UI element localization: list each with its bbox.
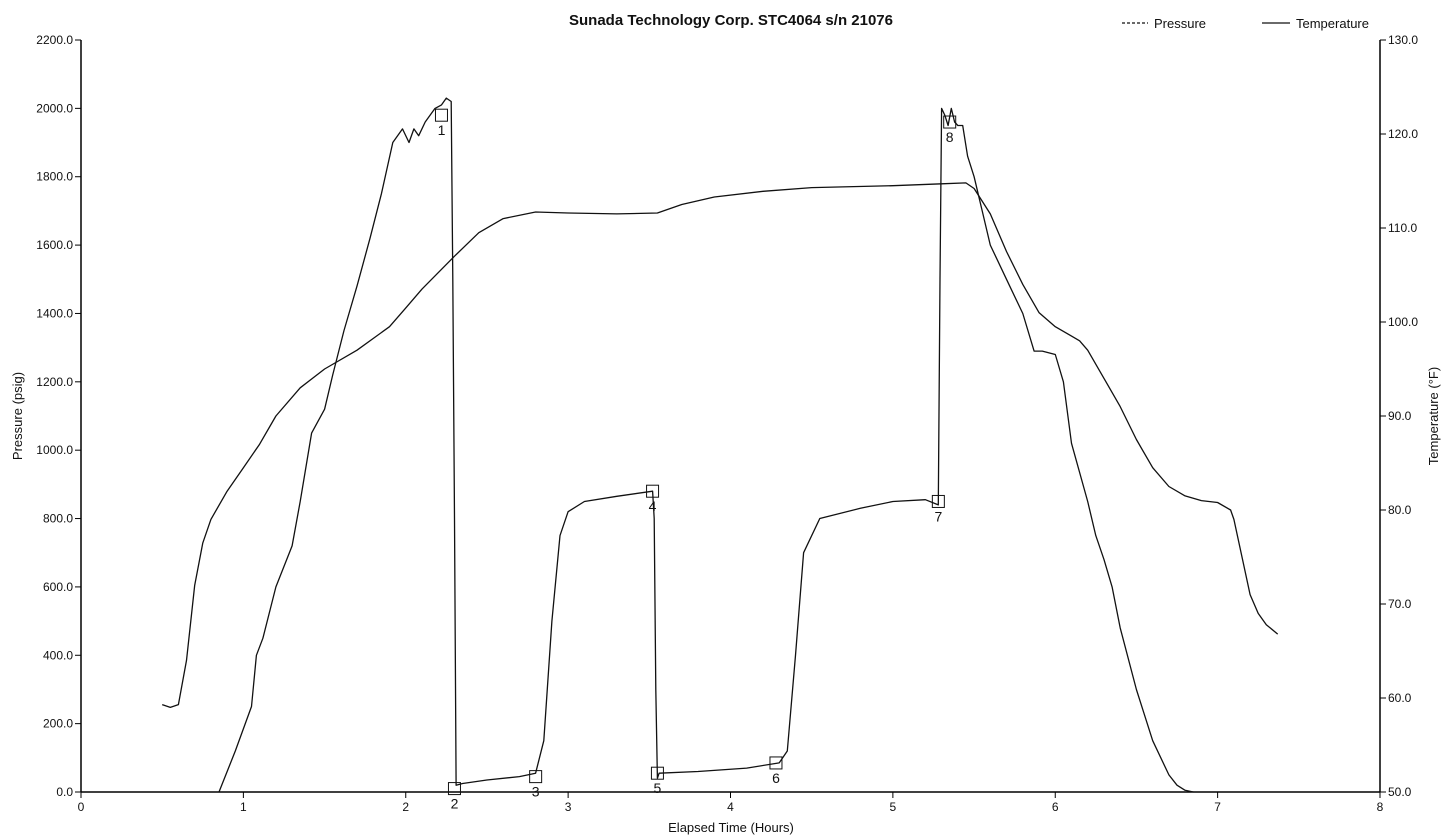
x-tick-label: 8 bbox=[1377, 800, 1384, 814]
left-y-tick-label: 2000.0 bbox=[36, 101, 73, 115]
left-y-tick-label: 1400.0 bbox=[36, 306, 73, 320]
right-y-tick-label: 60.0 bbox=[1388, 691, 1412, 705]
marker-label: 1 bbox=[438, 122, 446, 138]
legend-label: Temperature bbox=[1296, 16, 1369, 31]
pressure-line bbox=[218, 97, 1194, 793]
chart-title: Sunada Technology Corp. STC4064 s/n 2107… bbox=[569, 12, 893, 29]
x-tick-label: 4 bbox=[727, 800, 734, 814]
right-y-tick-label: 130.0 bbox=[1388, 33, 1418, 47]
x-tick-label: 0 bbox=[78, 800, 85, 814]
series-layer bbox=[161, 97, 1279, 793]
marker-box bbox=[769, 756, 783, 770]
x-axis-ticks: 0 1 2 3 4 5 6 7 8 bbox=[78, 792, 1384, 814]
x-tick-label: 5 bbox=[890, 800, 897, 814]
marker-label: 2 bbox=[451, 796, 459, 812]
left-y-tick-label: 1000.0 bbox=[36, 443, 73, 457]
right-y-tick-label: 90.0 bbox=[1388, 409, 1412, 423]
right-y-tick-label: 100.0 bbox=[1388, 315, 1418, 329]
left-y-tick-label: 1600.0 bbox=[36, 238, 73, 252]
x-tick-label: 6 bbox=[1052, 800, 1059, 814]
marker-label: 5 bbox=[654, 780, 662, 796]
left-y-tick-label: 400.0 bbox=[43, 648, 73, 662]
x-axis-title: Elapsed Time (Hours) bbox=[668, 820, 794, 835]
marker-box bbox=[943, 115, 957, 129]
right-y-tick-label: 70.0 bbox=[1388, 597, 1412, 611]
right-y-axis-ticks: 50.0 60.0 70.0 80.0 90.0 100.0 110.0 120.0 130.0 bbox=[1380, 33, 1418, 799]
right-y-tick-label: 80.0 bbox=[1388, 503, 1412, 517]
marker-label: 4 bbox=[649, 498, 657, 514]
marker-box bbox=[646, 484, 660, 498]
right-y-tick-label: 120.0 bbox=[1388, 127, 1418, 141]
left-y-axis-title: Pressure (psig) bbox=[10, 372, 25, 460]
temperature-line bbox=[161, 182, 1279, 709]
x-tick-label: 2 bbox=[402, 800, 409, 814]
right-y-tick-label: 110.0 bbox=[1388, 221, 1417, 235]
legend: Pressure Temperature bbox=[1122, 16, 1369, 31]
x-tick-label: 1 bbox=[240, 800, 247, 814]
left-y-tick-label: 0.0 bbox=[56, 785, 73, 799]
left-y-tick-label: 200.0 bbox=[43, 717, 73, 731]
x-tick-label: 3 bbox=[565, 800, 572, 814]
marker-layer: 1 2 3 4 5 6 7 8 bbox=[434, 108, 957, 812]
marker-label: 6 bbox=[772, 770, 780, 786]
right-y-tick-label: 50.0 bbox=[1388, 785, 1412, 799]
marker-label: 3 bbox=[532, 784, 540, 800]
right-y-axis-title: Temperature (°F) bbox=[1426, 367, 1441, 465]
marker-box bbox=[650, 766, 664, 780]
marker-label: 8 bbox=[946, 129, 954, 145]
left-y-tick-label: 1200.0 bbox=[36, 375, 73, 389]
x-tick-label: 7 bbox=[1214, 800, 1221, 814]
left-y-tick-label: 800.0 bbox=[43, 512, 73, 526]
left-y-tick-label: 1800.0 bbox=[36, 170, 73, 184]
left-y-tick-label: 600.0 bbox=[43, 580, 73, 594]
marker-box bbox=[931, 494, 945, 508]
legend-label: Pressure bbox=[1154, 16, 1206, 31]
marker-box bbox=[529, 770, 543, 784]
marker-label: 7 bbox=[934, 508, 942, 524]
marker-box bbox=[447, 782, 461, 796]
marker-box bbox=[434, 108, 448, 122]
left-y-tick-label: 2200.0 bbox=[36, 33, 73, 47]
left-y-axis-ticks: 0.0 200.0 400.0 600.0 800.0 1000.0 1200.0 1400.… bbox=[36, 33, 81, 799]
